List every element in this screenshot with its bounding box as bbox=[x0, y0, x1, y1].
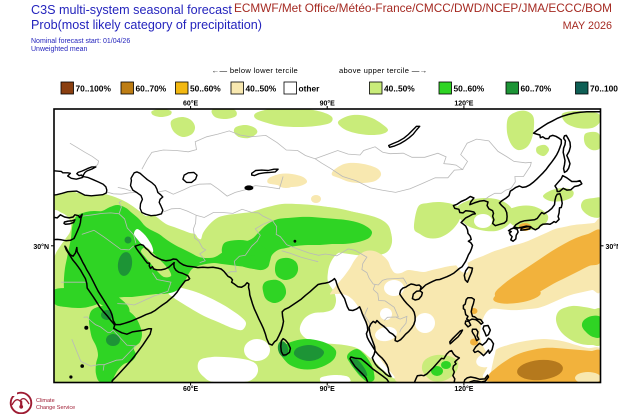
svg-text:above upper tercile —→: above upper tercile —→ bbox=[339, 66, 428, 75]
svg-text:Change Service: Change Service bbox=[36, 405, 75, 411]
svg-text:30°N: 30°N bbox=[33, 243, 49, 251]
svg-text:70..100%: 70..100% bbox=[590, 84, 618, 94]
svg-text:ECMWF/Met Office/Météo-France/: ECMWF/Met Office/Météo-France/CMCC/DWD/N… bbox=[234, 1, 612, 15]
svg-text:MAY 2026: MAY 2026 bbox=[563, 20, 612, 32]
svg-text:Climate: Climate bbox=[36, 398, 55, 404]
svg-text:90°E: 90°E bbox=[320, 100, 336, 108]
svg-text:60..70%: 60..70% bbox=[136, 84, 167, 94]
svg-text:Prob(most likely category of p: Prob(most likely category of precipitati… bbox=[31, 18, 262, 32]
svg-text:30°N: 30°N bbox=[606, 243, 618, 251]
svg-text:←— below lower tercile: ←— below lower tercile bbox=[212, 66, 298, 75]
svg-text:120°E: 120°E bbox=[454, 100, 473, 108]
svg-text:other: other bbox=[299, 84, 321, 94]
svg-text:C3S multi-system seasonal fore: C3S multi-system seasonal forecast bbox=[31, 3, 232, 17]
svg-text:Nominal forecast start: 01/04/: Nominal forecast start: 01/04/26 bbox=[31, 38, 130, 45]
svg-text:70..100%: 70..100% bbox=[76, 84, 112, 94]
svg-text:90°E: 90°E bbox=[320, 385, 336, 393]
svg-text:60°E: 60°E bbox=[183, 385, 199, 393]
svg-text:50..60%: 50..60% bbox=[190, 84, 221, 94]
svg-text:120°E: 120°E bbox=[454, 385, 473, 393]
svg-text:50..60%: 50..60% bbox=[454, 84, 485, 94]
svg-text:40..50%: 40..50% bbox=[246, 84, 277, 94]
svg-text:60..70%: 60..70% bbox=[521, 84, 552, 94]
svg-text:Unweighted mean: Unweighted mean bbox=[31, 46, 88, 53]
svg-text:60°E: 60°E bbox=[183, 100, 199, 108]
svg-text:40..50%: 40..50% bbox=[384, 84, 415, 94]
